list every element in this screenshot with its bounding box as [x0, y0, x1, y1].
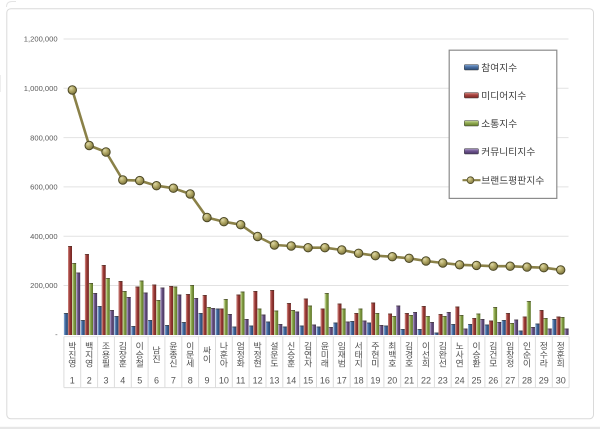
svg-text:28: 28	[522, 376, 532, 386]
svg-text:6: 6	[154, 376, 159, 386]
svg-text:800,000: 800,000	[30, 133, 57, 142]
svg-text:600,000: 600,000	[30, 183, 57, 192]
svg-text:12: 12	[253, 376, 263, 386]
svg-text:2: 2	[87, 376, 92, 386]
svg-text:22: 22	[421, 376, 431, 386]
svg-text:20: 20	[387, 376, 397, 386]
svg-text:13: 13	[269, 376, 279, 386]
svg-text:25: 25	[471, 376, 481, 386]
svg-text:29: 29	[539, 376, 549, 386]
svg-text:30: 30	[556, 376, 566, 386]
svg-text:18: 18	[354, 376, 364, 386]
svg-text:5: 5	[137, 376, 142, 386]
svg-text:9: 9	[204, 376, 209, 386]
svg-text:15: 15	[303, 376, 313, 386]
svg-text:17: 17	[337, 376, 347, 386]
svg-text:11: 11	[236, 376, 245, 386]
svg-text:26: 26	[488, 376, 498, 386]
svg-text:8: 8	[188, 376, 193, 386]
svg-text:-: -	[55, 330, 58, 339]
svg-text:14: 14	[286, 376, 296, 386]
svg-text:4: 4	[120, 376, 125, 386]
svg-text:24: 24	[455, 376, 465, 386]
svg-text:27: 27	[505, 376, 515, 386]
svg-text:19: 19	[370, 376, 380, 386]
svg-text:400,000: 400,000	[30, 232, 57, 241]
svg-text:1: 1	[70, 376, 75, 386]
svg-text:1,200,000: 1,200,000	[24, 35, 58, 44]
svg-text:1,000,000: 1,000,000	[24, 84, 58, 93]
svg-text:200,000: 200,000	[30, 281, 57, 290]
svg-text:16: 16	[320, 376, 330, 386]
svg-text:23: 23	[438, 376, 448, 386]
svg-text:3: 3	[103, 376, 108, 386]
svg-text:21: 21	[404, 376, 414, 386]
svg-text:7: 7	[171, 376, 176, 386]
svg-text:10: 10	[219, 376, 229, 386]
